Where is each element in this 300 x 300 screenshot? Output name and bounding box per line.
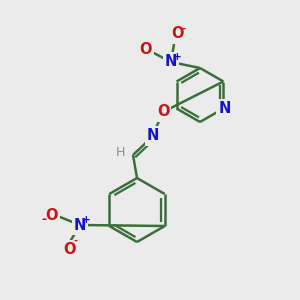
Text: O: O [157,104,169,119]
Text: O: O [140,43,152,58]
Text: H: H [115,146,125,158]
Text: N: N [165,55,177,70]
Text: +: + [82,215,90,225]
Text: -: - [74,236,78,246]
Text: O: O [46,208,58,223]
Text: N: N [74,218,86,232]
Text: N: N [218,101,231,116]
Text: +: + [172,52,182,62]
Text: -: - [182,24,186,34]
Text: O: O [172,26,184,41]
Text: O: O [64,242,76,257]
Text: N: N [147,128,159,143]
Text: -: - [41,214,46,226]
